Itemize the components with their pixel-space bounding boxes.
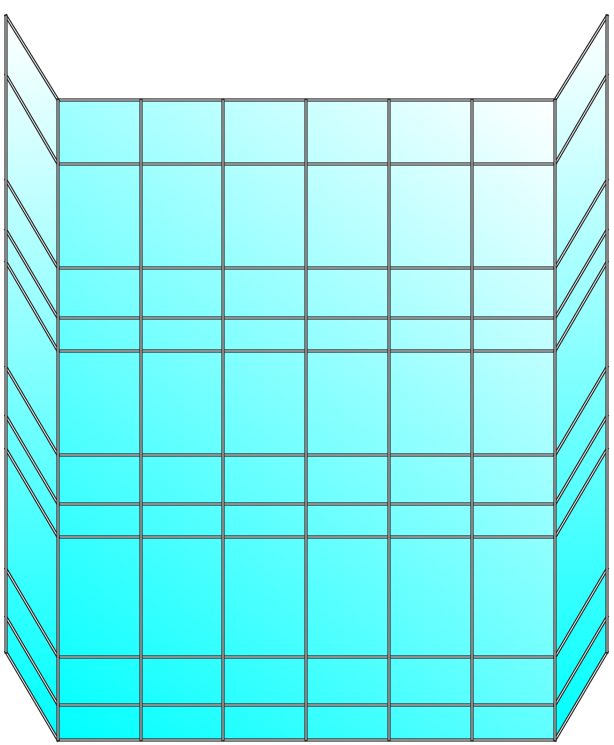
right-wall-row-line-4-highlight — [554, 261, 608, 352]
left-wall-row-line-6-highlight — [5, 415, 59, 505]
left-wall-row-line-9-highlight — [5, 616, 59, 706]
right-wall-row-line-6-highlight — [554, 415, 608, 505]
right-wall-row-line-9-highlight — [554, 616, 608, 706]
right-wall-row-line-10-highlight — [554, 651, 608, 741]
right-wall-row-line-1-highlight — [554, 74, 608, 165]
right-wall-row-line-5-highlight — [554, 366, 608, 456]
grout-lines — [3, 13, 610, 743]
right-wall-row-line-0-highlight — [554, 15, 608, 101]
right-wall-row-line-8-highlight — [554, 568, 608, 658]
right-wall-row-line-3-highlight — [554, 229, 608, 319]
right-wall-row-line-7-highlight — [554, 448, 608, 538]
left-wall-row-line-5-highlight — [5, 366, 59, 456]
left-wall-row-line-10-highlight — [5, 651, 59, 741]
left-wall-row-line-8-highlight — [5, 568, 59, 658]
left-wall-row-line-4-highlight — [5, 261, 59, 352]
left-wall-row-line-2-highlight — [5, 179, 59, 269]
right-side-wall — [555, 16, 607, 740]
left-wall-row-line-1-highlight — [5, 74, 59, 165]
left-wall-row-line-7-highlight — [5, 448, 59, 538]
left-wall-row-line-3-highlight — [5, 229, 59, 319]
right-wall-row-line-2-highlight — [554, 179, 608, 269]
left-wall-row-line-0-highlight — [5, 15, 59, 101]
left-side-wall — [6, 16, 58, 740]
